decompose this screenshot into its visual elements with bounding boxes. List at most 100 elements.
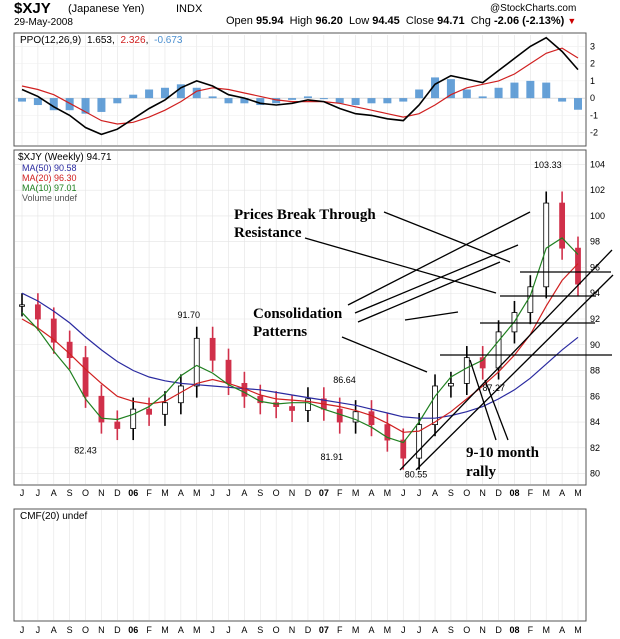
price-y-tick: 84 [590,417,600,427]
price-candle [384,424,391,441]
price-candle [98,395,105,423]
price-candle [559,202,566,249]
quote-line: Open 95.94 High 96.20 Low 94.45 Close 94… [226,15,576,27]
month-tick-label: J [210,488,215,498]
ppo-histogram-bar [494,87,503,99]
ppo-y-tick: -1 [590,110,598,120]
price-y-tick: 104 [590,159,605,169]
ppo-histogram-bar [49,98,58,111]
ppo-y-tick: 1 [590,76,595,86]
month-tick-label: 08 [509,625,519,635]
ppo-panel [13,32,587,147]
month-tick-label: M [352,488,360,498]
annotation-rally: 9-10 month [466,445,540,461]
month-tick-label: S [257,625,263,635]
annotation-consolidation: Consolidation [253,306,343,322]
price-y-tick: 82 [590,443,600,453]
price-y-tick: 86 [590,391,600,401]
instrument-name: (Japanese Yen) [68,3,145,15]
month-tick-label: A [241,488,247,498]
price-candle [82,357,89,397]
price-y-tick: 100 [590,211,605,221]
month-tick-label: D [305,488,312,498]
ppo-histogram-bar [335,98,344,104]
month-tick-label: J [20,625,25,635]
ppo-histogram-bar [478,96,487,99]
month-tick-label: D [495,625,502,635]
down-arrow-icon: ▼ [567,16,577,26]
month-tick-label: M [384,488,392,498]
stockcharts-logo: @StockCharts.com [490,3,577,14]
price-legend: $XJY (Weekly) 94.71 [18,152,112,163]
month-tick-label: M [574,625,582,635]
price-y-tick: 98 [590,237,600,247]
month-tick-label: O [82,488,89,498]
ppo-y-tick: 2 [590,59,595,69]
price-extreme-label: 80.55 [405,469,428,479]
high-label: High [289,15,313,27]
month-tick-label: S [67,488,73,498]
ppo-histogram-bar [18,98,26,102]
ppo-line [21,36,579,136]
ppo-histogram-bar [351,98,360,106]
close-value: 94.71 [437,15,465,27]
month-tick-label: F [528,488,534,498]
price-candle [416,424,423,459]
month-tick-label: N [289,488,296,498]
month-tick-label: A [559,625,565,635]
price-y-tick: 80 [590,469,600,479]
price-candle [432,385,438,426]
month-tick-label: D [114,488,121,498]
ppo-histogram-bar [574,98,582,110]
price-y-tick: 90 [590,340,600,350]
month-tick-label: J [401,488,406,498]
month-tick-label: J [36,625,41,635]
annotation-breakout-2: Resistance [234,225,302,241]
ppo-histogram-bar [113,98,122,104]
price-candle [34,304,41,320]
month-tick-label: A [559,488,565,498]
month-tick-label: S [448,625,454,635]
price-candle [289,406,295,411]
month-tick-label: A [178,488,184,498]
month-tick-label: F [528,625,534,635]
ppo-histogram-bar [431,77,440,99]
month-tick-label: A [178,625,184,635]
chg-value: -2.06 (-2.13%) [493,15,565,27]
month-tick-label: J [20,488,25,498]
ppo-histogram-bar [176,84,185,99]
month-tick-label: N [479,488,486,498]
ppo-histogram-bar [367,98,376,104]
month-tick-label: S [448,488,454,498]
month-tick-label: J [210,625,215,635]
price-y-tick: 102 [590,185,605,195]
annotation-consolidation-2: Patterns [253,324,307,340]
ma50-legend: MA(50) 90.58 [22,163,77,173]
price-extreme-label: 82.43 [74,445,97,455]
cmf-panel [13,508,587,622]
chart-symbol: $XJY [14,0,51,17]
ppo-histogram-bar [319,98,328,100]
chg-label: Chg [470,15,491,27]
month-tick-label: A [368,625,374,635]
ma20-line [21,263,579,433]
month-tick-label: M [542,488,550,498]
price-candle [19,304,25,307]
price-candle [448,382,454,387]
annotation-lines [304,211,614,471]
ppo-legend-label: PPO(12,26,9) [20,35,81,46]
ppo-histogram-bar [65,98,74,111]
month-tick-label: J [226,488,231,498]
chart-date: 29-May-2008 [14,17,73,28]
low-value: 94.45 [372,15,400,27]
ma10-line [21,237,579,444]
price-panel [13,149,587,486]
month-tick-label: 06 [128,625,138,635]
ppo-histogram-bar [81,98,90,114]
price-y-tick: 92 [590,314,600,324]
month-tick-label: M [193,625,201,635]
open-value: 95.94 [255,15,284,27]
price-candle [479,357,486,369]
ppo-histogram-bar [192,87,201,99]
